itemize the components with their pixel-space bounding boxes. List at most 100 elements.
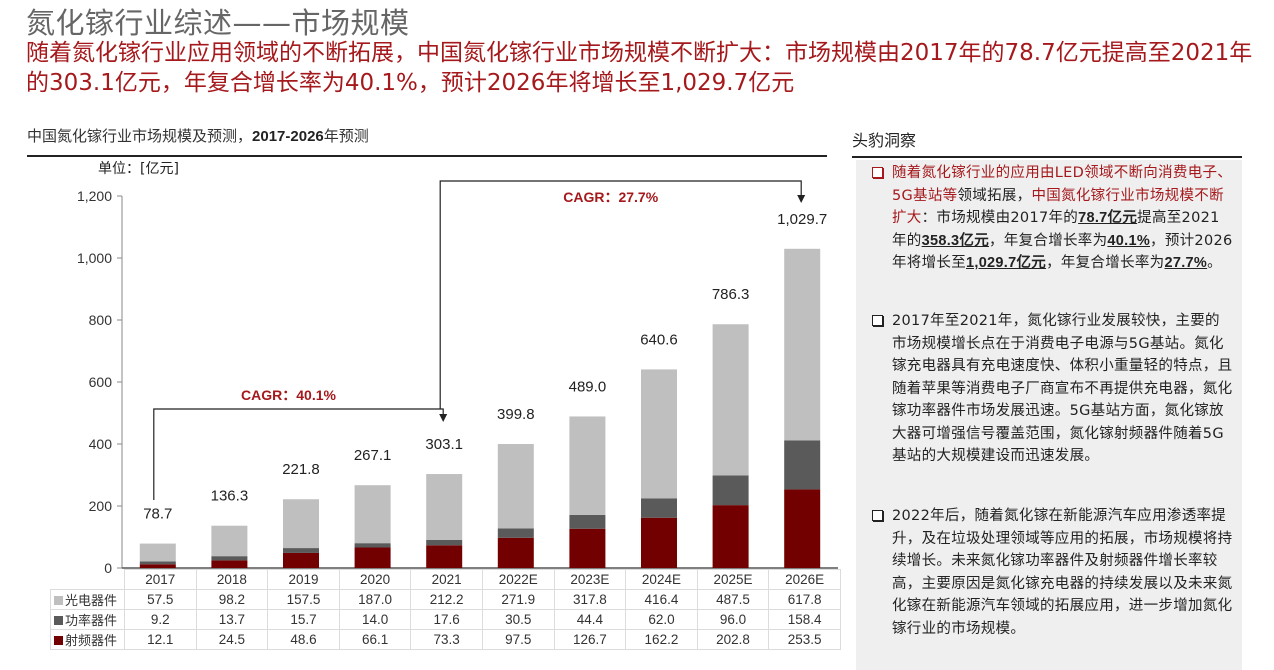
cagr-annotations: CAGR：40.1% CAGR：27.7% [153, 180, 806, 500]
chart-title-divider [27, 155, 827, 157]
cagr-bracket-line [439, 180, 802, 409]
chart-title-suffix: 年预测 [323, 127, 369, 145]
bar-segment-光电器件 [283, 499, 319, 549]
y-tick-label: 400 [89, 436, 113, 452]
table-cell: 13.7 [195, 609, 269, 630]
total-label: 489.0 [569, 378, 607, 395]
stacked-bar-chart: 0 200 400 600 800 1,000 1,200 78.7 136.3 221.8 26… [77, 180, 838, 576]
checkbox-bullet-icon [872, 167, 883, 178]
insight-bullet-1: 随着氮化镓行业的应用由LED领域不断向消费电子、5G基站等领域拓展，中国氮化镓行… [860, 162, 1234, 275]
cagr-label: CAGR：40.1% [241, 387, 336, 403]
bar-segment-功率器件 [354, 543, 391, 548]
total-label: 78.7 [143, 506, 172, 523]
bar-segment-射频器件 [712, 505, 749, 568]
bar-segment-功率器件 [569, 514, 606, 529]
table-row: 功率器件 9.2 13.7 15.7 14.0 17.6 30.5 44.4 62.0 96.0 1… [50, 609, 841, 630]
legend-label: 射频器件 [65, 634, 118, 649]
table-cell: 24.5 [195, 629, 269, 650]
legend-label: 光电器件 [65, 594, 118, 609]
bar-segment-射频器件 [354, 547, 391, 568]
x-tick-label: 2021 [410, 569, 483, 590]
table-cell: 9.2 [124, 609, 197, 630]
table-cell: 158.4 [768, 609, 841, 630]
table-corner [50, 569, 125, 590]
table-cell: 487.5 [696, 589, 770, 610]
chart-title-years: 2017-2026 [252, 128, 324, 145]
bars [139, 248, 821, 568]
x-tick-label: 2017 [124, 569, 197, 590]
arrow-down-icon [797, 195, 806, 203]
table-cell: 317.8 [553, 589, 627, 610]
bar-segment-光电器件 [641, 369, 677, 499]
legend-entry: 光电器件 [50, 589, 125, 610]
insights-title: 头豹洞察 [852, 131, 917, 150]
legend-entry: 功率器件 [50, 609, 125, 630]
table-cell: 253.5 [768, 629, 841, 650]
table-cell: 17.6 [410, 609, 483, 630]
total-label: 399.8 [497, 406, 535, 423]
page-title: 氮化镓行业综述——市场规模 [26, 6, 410, 40]
table-cell: 202.8 [696, 629, 770, 650]
table-cell: 162.2 [625, 629, 698, 650]
total-label: 221.8 [282, 461, 320, 478]
y-axis: 0 200 400 600 800 1,000 1,200 [77, 188, 838, 576]
cagr-bracket-line [153, 408, 444, 500]
table-cell: 62.0 [625, 609, 698, 630]
bar-segment-射频器件 [211, 560, 248, 568]
table-cell: 48.6 [267, 629, 340, 650]
table-row: 光电器件 57.5 98.2 157.5 187.0 212.2 271.9 317.8 416… [50, 589, 841, 610]
legend-label: 功率器件 [65, 614, 118, 629]
chart-title: 中国氮化镓行业市场规模及预测，2017-2026年预测 [27, 125, 369, 146]
bar-segment-射频器件 [497, 537, 534, 568]
page-subtitle: 随着氮化镓行业应用领域的不断拓展，中国氮化镓行业市场规模不断扩大：市场规模由20… [26, 40, 1253, 96]
table-cell: 96.0 [696, 609, 770, 630]
bar-segment-光电器件 [784, 248, 821, 441]
table-cell: 66.1 [338, 629, 412, 650]
table-cell: 157.5 [267, 589, 340, 610]
bar-segment-功率器件 [784, 440, 821, 490]
table-header-row: 2017 2018 2019 2020 2021 2022E 2023E 2024E 2025E… [50, 569, 841, 590]
table-cell: 57.5 [124, 589, 197, 610]
bar-segment-光电器件 [712, 324, 749, 476]
legend-swatch [54, 636, 63, 645]
bar-segment-功率器件 [641, 498, 677, 518]
bar-segment-射频器件 [641, 517, 677, 568]
bar-segment-功率器件 [426, 539, 463, 546]
x-tick-label: 2024E [625, 569, 698, 590]
total-labels: 78.7 136.3 221.8 267.1 303.1 399.8 489.0 640.6 7… [143, 211, 827, 523]
bar-segment-光电器件 [354, 485, 391, 544]
table-cell: 44.4 [553, 609, 627, 630]
bar-segment-射频器件 [426, 545, 463, 568]
bar-segment-光电器件 [497, 444, 534, 529]
x-tick-label: 2019 [267, 569, 340, 590]
chart-title-prefix: 中国氮化镓行业市场规模及预测， [27, 127, 253, 145]
y-tick-label: 600 [89, 374, 113, 390]
x-tick-label: 2023E [553, 569, 627, 590]
table-cell: 30.5 [481, 609, 555, 630]
table-cell: 416.4 [625, 589, 698, 610]
bar-segment-功率器件 [139, 561, 176, 565]
bar-segment-光电器件 [569, 416, 606, 515]
legend-entry: 射频器件 [50, 629, 125, 650]
table-cell: 187.0 [338, 589, 412, 610]
insight-bullet-2: 2017年至2021年，氮化镓行业发展较快，主要的市场规模增长点在于消费电子电源… [860, 310, 1234, 468]
total-label: 786.3 [712, 286, 750, 303]
x-tick-label: 2022E [481, 569, 555, 590]
table-cell: 617.8 [768, 589, 841, 610]
x-tick-label: 2020 [338, 569, 412, 590]
bar-segment-功率器件 [211, 556, 248, 561]
table-cell: 12.1 [124, 629, 197, 650]
total-label: 1,029.7 [777, 211, 827, 228]
checkbox-bullet-icon [872, 510, 883, 521]
insights-panel: 随着氮化镓行业的应用由LED领域不断向消费电子、5G基站等领域拓展，中国氮化镓行… [856, 160, 1242, 670]
bar-segment-光电器件 [211, 525, 248, 557]
y-tick-label: 1,000 [77, 250, 112, 266]
y-tick-label: 0 [104, 560, 112, 576]
table-cell: 271.9 [481, 589, 555, 610]
y-tick-label: 1,200 [77, 188, 112, 204]
bar-segment-功率器件 [283, 548, 319, 553]
bar-segment-光电器件 [426, 474, 463, 540]
table-cell: 212.2 [410, 589, 483, 610]
bar-segment-光电器件 [139, 543, 176, 562]
bar-segment-射频器件 [283, 552, 319, 568]
